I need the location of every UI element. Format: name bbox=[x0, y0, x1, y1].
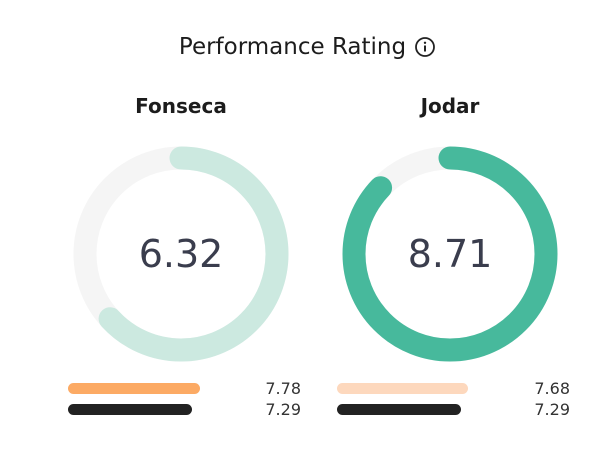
page-title: Performance Rating bbox=[178, 34, 407, 60]
gauge-arc bbox=[73, 146, 289, 362]
stat-value: 7.29 bbox=[534, 400, 570, 419]
stat-row: 7.78 bbox=[68, 378, 301, 399]
rating-gauge: 8.71 bbox=[335, 139, 565, 369]
rating-header: Performance Rating bbox=[0, 34, 615, 60]
stat-row: 7.68 bbox=[337, 378, 570, 399]
stat-bar bbox=[68, 404, 192, 415]
rating-value: 8.71 bbox=[407, 232, 493, 276]
rating-gauge: 6.32 bbox=[66, 139, 296, 369]
stat-bar bbox=[337, 383, 468, 394]
player-name: Fonseca bbox=[135, 94, 227, 118]
stat-row: 7.29 bbox=[337, 399, 570, 420]
stat-value: 7.78 bbox=[265, 379, 301, 398]
stat-bars: 7.78 7.29 bbox=[68, 378, 301, 420]
stat-bar bbox=[337, 404, 461, 415]
stat-value: 7.29 bbox=[265, 400, 301, 419]
rating-value: 6.32 bbox=[138, 232, 224, 276]
stat-value: 7.68 bbox=[534, 379, 570, 398]
gauge-arc bbox=[342, 146, 558, 362]
stat-row: 7.29 bbox=[68, 399, 301, 420]
info-icon[interactable] bbox=[414, 36, 436, 58]
stat-bar bbox=[68, 383, 201, 394]
player-name: Jodar bbox=[420, 94, 480, 118]
player-card-fonseca: Fonseca 6.32 7.78 7.29 bbox=[61, 0, 301, 458]
player-card-jodar: Jodar 8.71 7.68 7.29 bbox=[330, 0, 570, 458]
stat-bars: 7.68 7.29 bbox=[337, 378, 570, 420]
